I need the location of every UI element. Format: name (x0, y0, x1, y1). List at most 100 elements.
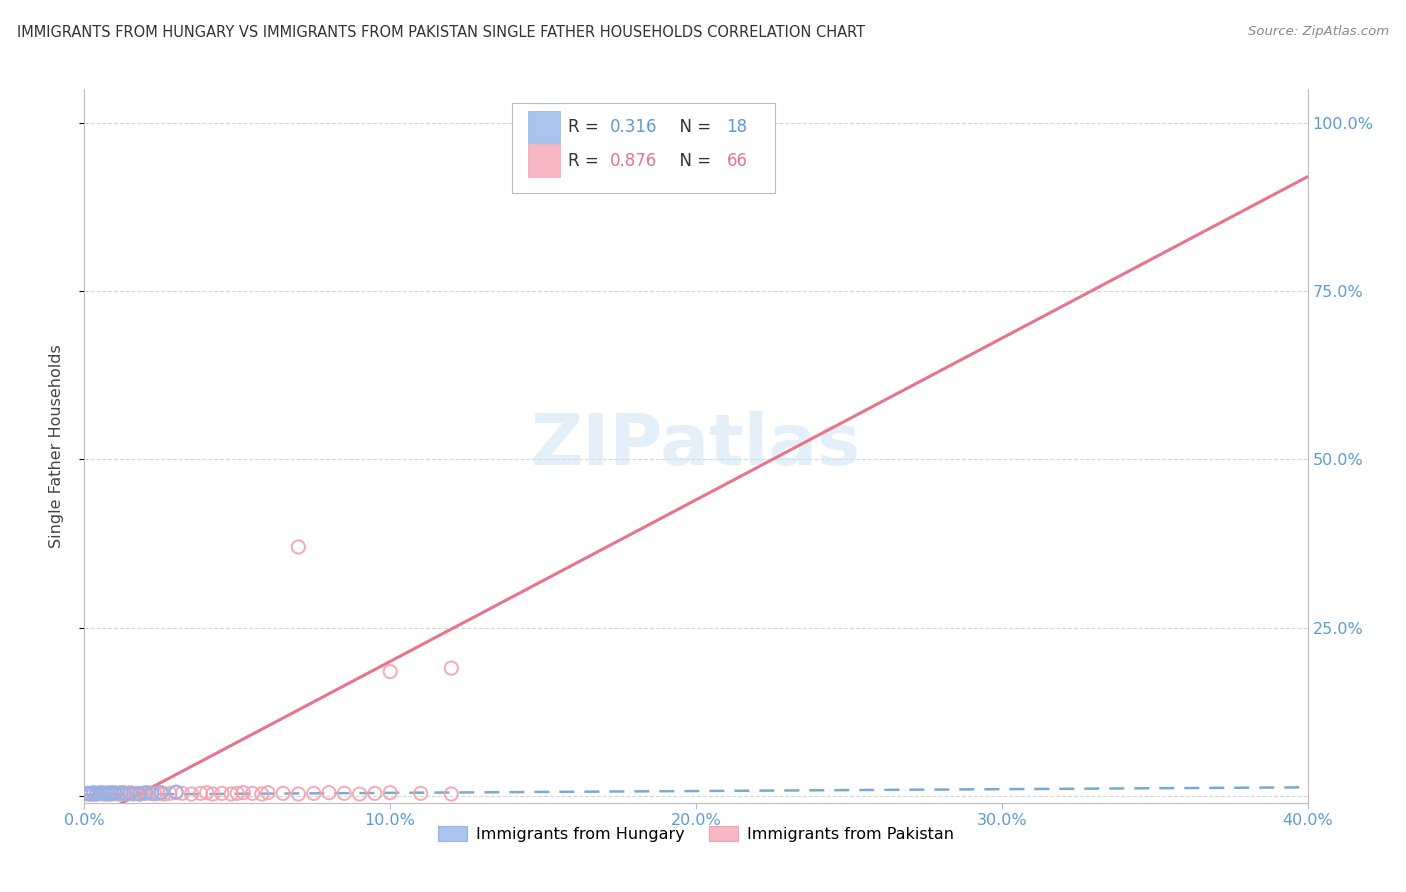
Point (211, 786, 233, 800)
Point (146, 786, 169, 800)
Point (76, 787, 98, 801)
Point (107, 787, 129, 801)
Point (201, 787, 224, 801)
Text: R =: R = (568, 152, 603, 169)
Point (91, 786, 114, 800)
Text: N =: N = (669, 118, 717, 136)
Point (101, 786, 124, 800)
Point (94, 786, 117, 800)
Point (120, 786, 142, 800)
Point (94, 786, 117, 800)
Point (149, 786, 172, 800)
Point (131, 786, 153, 800)
Point (190, 786, 212, 800)
Point (287, 787, 309, 801)
Point (76, 786, 98, 800)
Point (120, 786, 142, 800)
Point (79, 787, 101, 801)
Point (409, 786, 432, 800)
Text: R =: R = (568, 118, 603, 136)
Point (159, 786, 181, 800)
Point (83, 787, 105, 801)
Point (287, 540, 309, 554)
Point (120, 786, 142, 800)
Point (79, 786, 101, 800)
Point (101, 786, 124, 800)
Point (86, 787, 108, 801)
Point (112, 787, 135, 801)
Point (89, 786, 111, 800)
Point (333, 786, 356, 800)
Point (302, 786, 325, 800)
Point (110, 786, 132, 800)
Point (112, 786, 135, 800)
Point (440, 661, 463, 675)
Point (104, 786, 127, 800)
Point (107, 786, 129, 800)
Point (257, 786, 280, 800)
Point (101, 787, 124, 801)
Point (89, 786, 111, 800)
Point (250, 787, 273, 801)
Point (112, 786, 135, 800)
Point (94, 787, 117, 801)
Point (226, 786, 249, 800)
Point (91, 786, 114, 800)
Point (165, 785, 187, 799)
Y-axis label: Single Father Households: Single Father Households (49, 344, 63, 548)
Text: 0.316: 0.316 (610, 118, 658, 136)
Point (364, 786, 387, 800)
FancyBboxPatch shape (529, 111, 560, 144)
Point (165, 786, 187, 800)
Point (86, 787, 108, 801)
Point (195, 786, 218, 800)
Point (180, 787, 202, 801)
Point (1358, 143, 1381, 157)
Text: 18: 18 (727, 118, 748, 136)
Point (76, 786, 98, 800)
Text: 66: 66 (727, 152, 748, 169)
Point (232, 786, 254, 800)
Point (104, 786, 127, 800)
Point (125, 786, 148, 800)
FancyBboxPatch shape (513, 103, 776, 193)
Point (271, 786, 294, 800)
Point (219, 787, 242, 801)
Point (97, 786, 120, 800)
Text: ZIPatlas: ZIPatlas (531, 411, 860, 481)
Point (380, 786, 402, 800)
Text: IMMIGRANTS FROM HUNGARY VS IMMIGRANTS FROM PAKISTAN SINGLE FATHER HOUSEHOLDS COR: IMMIGRANTS FROM HUNGARY VS IMMIGRANTS FR… (17, 25, 865, 40)
Point (153, 787, 176, 801)
Point (318, 786, 340, 800)
Point (135, 786, 157, 800)
Legend: Immigrants from Hungary, Immigrants from Pakistan: Immigrants from Hungary, Immigrants from… (432, 820, 960, 848)
Point (104, 786, 127, 800)
Point (83, 786, 105, 800)
Point (97, 787, 120, 801)
Point (122, 787, 145, 801)
Point (138, 786, 160, 800)
Text: N =: N = (669, 152, 717, 169)
Point (143, 787, 166, 801)
FancyBboxPatch shape (529, 145, 560, 177)
Point (135, 786, 157, 800)
Point (349, 787, 371, 801)
Point (141, 786, 163, 800)
Point (149, 786, 172, 800)
Point (110, 786, 132, 800)
Text: Source: ZipAtlas.com: Source: ZipAtlas.com (1249, 25, 1389, 38)
Point (128, 787, 150, 801)
Text: 0.876: 0.876 (610, 152, 658, 169)
Point (110, 787, 132, 801)
Point (89, 786, 111, 800)
Point (97, 786, 120, 800)
Point (172, 786, 194, 800)
Point (91, 787, 114, 801)
Point (128, 787, 150, 801)
Point (83, 786, 105, 800)
Point (86, 786, 108, 800)
Point (380, 665, 402, 679)
Point (115, 787, 138, 801)
Point (440, 787, 463, 801)
Point (242, 786, 264, 800)
